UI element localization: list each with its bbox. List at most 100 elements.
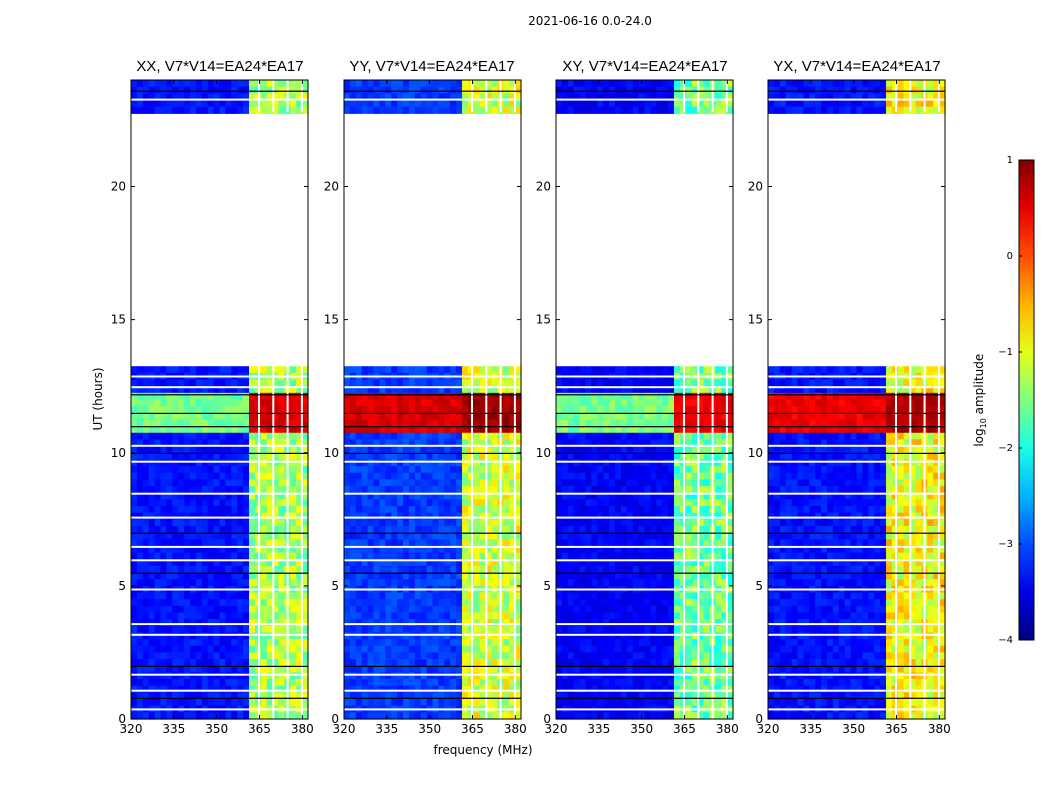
heatmap-cell — [201, 605, 209, 614]
heatmap-cell — [213, 619, 221, 627]
heatmap-cell — [597, 539, 604, 547]
heatmap-cell — [503, 472, 510, 480]
heatmap-cell — [172, 525, 179, 534]
heatmap-cell — [450, 106, 457, 114]
heatmap-cell — [674, 439, 681, 447]
heatmap-cell — [567, 406, 575, 414]
heatmap-cell — [249, 106, 256, 114]
heatmap-cell — [591, 572, 598, 580]
heatmap-cell — [201, 479, 209, 487]
heatmap-cell — [444, 592, 451, 600]
heatmap-cell — [638, 446, 646, 454]
heatmap-cell — [456, 392, 463, 401]
heatmap-cell — [479, 572, 487, 580]
heatmap-cell — [715, 366, 722, 374]
heatmap-cell — [615, 432, 622, 441]
heatmap-cell — [131, 506, 138, 514]
heatmap-cell — [391, 679, 398, 687]
heatmap-cell — [420, 392, 428, 401]
heatmap-cell — [515, 619, 522, 627]
heatmap-cell — [591, 399, 598, 407]
heatmap-cell — [668, 466, 675, 474]
heatmap-cell — [473, 712, 481, 720]
heatmap-cell — [207, 419, 215, 427]
heatmap-cell — [456, 512, 463, 520]
heatmap-cell — [462, 639, 469, 647]
heatmap-cell — [408, 645, 416, 654]
heatmap-cell — [379, 579, 386, 587]
heatmap-cell — [278, 545, 285, 554]
heatmap-cell — [148, 99, 156, 108]
heatmap-cell — [556, 486, 563, 494]
heatmap-cell — [579, 612, 587, 620]
heatmap-cell — [691, 106, 699, 114]
heatmap-cell — [344, 379, 351, 387]
heatmap-cell — [503, 565, 510, 574]
heatmap-cell — [456, 545, 463, 554]
heatmap-cell — [426, 545, 434, 554]
heatmap-cell — [403, 699, 410, 707]
heatmap-cell — [426, 679, 434, 687]
heatmap-cell — [361, 379, 369, 387]
heatmap-cell — [225, 692, 232, 700]
heatmap-cell — [408, 639, 416, 647]
heatmap-cell — [373, 412, 380, 421]
heatmap-cell — [379, 699, 386, 707]
heatmap-cell — [691, 406, 699, 414]
heatmap-cell — [355, 366, 363, 374]
heatmap-cell — [391, 93, 398, 101]
heatmap-cell — [296, 93, 303, 101]
heatmap-cell — [391, 80, 398, 88]
heatmap-cell — [638, 519, 646, 527]
heatmap-cell — [166, 539, 173, 547]
heatmap-cell — [391, 525, 398, 534]
heatmap-cell — [231, 639, 238, 647]
heatmap-cell — [355, 572, 363, 580]
heatmap-cell — [567, 512, 575, 520]
heatmap-cell — [668, 492, 675, 500]
heatmap-cell — [414, 512, 422, 520]
heatmap-cell — [260, 86, 268, 94]
heatmap-cell — [556, 492, 563, 500]
heatmap-cell — [385, 525, 392, 534]
heatmap-cell — [373, 532, 380, 540]
heatmap-cell — [485, 99, 493, 108]
heatmap-cell — [585, 386, 592, 394]
heatmap-cell — [373, 492, 380, 500]
heatmap-cell — [438, 479, 445, 487]
heatmap-cell — [438, 612, 445, 620]
heatmap-cell — [479, 466, 487, 474]
heatmap-cell — [237, 572, 244, 580]
heatmap-cell — [131, 539, 138, 547]
heatmap-cell — [225, 379, 232, 387]
heatmap-cell — [509, 639, 516, 647]
heatmap-cell — [503, 379, 510, 387]
heatmap-cell — [703, 532, 710, 540]
heatmap-cell — [573, 592, 581, 600]
heatmap-cell — [450, 699, 457, 707]
heatmap-cell — [201, 532, 209, 540]
heatmap-cell — [385, 679, 392, 687]
heatmap-cell — [491, 80, 498, 88]
heatmap-cell — [201, 652, 209, 660]
heatmap-cell — [632, 106, 640, 114]
heatmap-cell — [591, 406, 598, 414]
heatmap-cell — [597, 499, 604, 507]
heatmap-cell — [691, 565, 699, 574]
heatmap-cell — [703, 459, 710, 467]
heatmap-cell — [355, 712, 363, 720]
heatmap-cell — [302, 452, 309, 461]
heatmap-cell — [178, 406, 185, 414]
heatmap-cell — [408, 692, 416, 700]
heatmap-cell — [260, 592, 268, 600]
heatmap-cell — [650, 479, 657, 487]
heatmap-cell — [479, 446, 487, 454]
heatmap-cell — [644, 432, 651, 441]
heatmap-cell — [567, 525, 575, 534]
heatmap-cell — [225, 106, 232, 114]
heatmap-cell — [172, 93, 179, 101]
heatmap-cell — [195, 412, 203, 421]
heatmap-cell — [190, 419, 197, 427]
heatmap-cell — [178, 565, 185, 574]
heatmap-cell — [397, 419, 404, 427]
